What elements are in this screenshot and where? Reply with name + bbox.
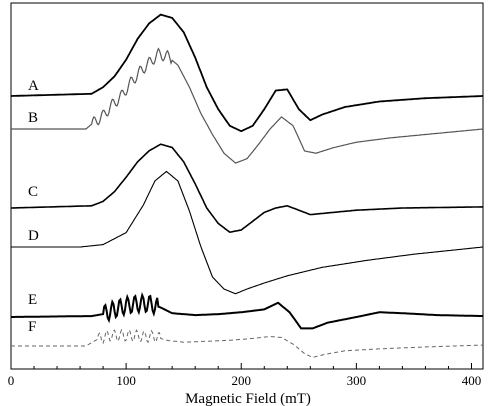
trace-label-a: A	[28, 78, 39, 94]
series-line-d	[11, 170, 484, 295]
x-axis-label: Magnetic Field (mT)	[185, 391, 311, 406]
x-tick-label: 0	[8, 373, 15, 388]
series-layer	[11, 13, 484, 358]
trace-label-e: E	[28, 292, 37, 308]
trace-label-f: F	[28, 319, 36, 335]
x-tick-label: 300	[347, 373, 367, 388]
x-tick-label: 100	[116, 373, 136, 388]
plot-frame	[10, 2, 484, 370]
x-tick-label: 400	[462, 373, 482, 388]
x-tick-label: 200	[231, 373, 251, 388]
trace-label-b: B	[28, 110, 38, 126]
x-axis-ticks: 0 100 200 300 400	[8, 363, 481, 388]
series-line-c	[11, 143, 483, 234]
series-line-e	[11, 292, 484, 330]
series-line-a	[11, 13, 483, 133]
trace-label-d: D	[28, 228, 39, 244]
trace-labels: AB C D EF	[28, 78, 39, 335]
series-line-b	[11, 47, 484, 164]
series-line-f	[11, 328, 483, 358]
trace-label-c: C	[28, 184, 38, 200]
